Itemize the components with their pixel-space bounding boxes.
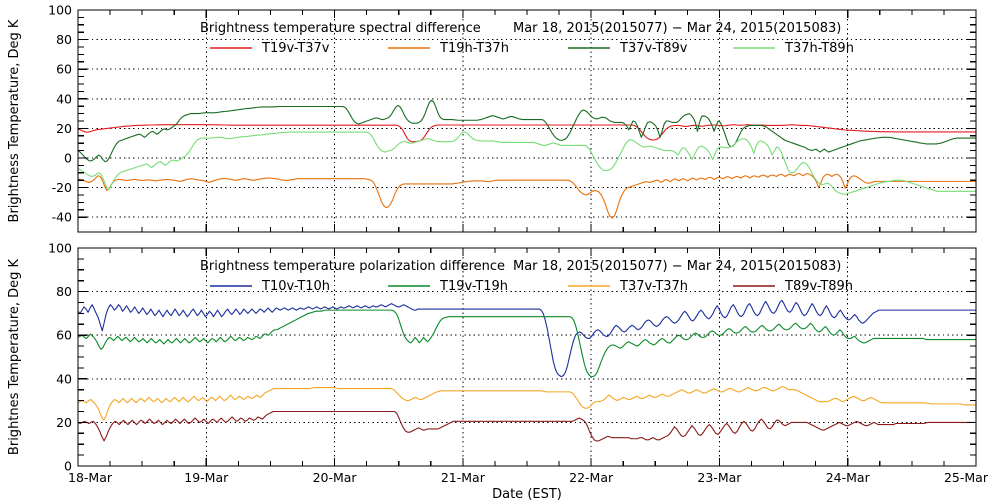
y-tick-label: 40 (56, 371, 72, 386)
series-line-t19v-t19h (77, 309, 977, 378)
x-axis-label: Date (EST) (492, 487, 562, 500)
series-line-t37v-t89v (77, 99, 977, 163)
y-tick-label: 80 (56, 284, 72, 299)
panel-date-range: Mar 18, 2015(2015077) − Mar 24, 2015(201… (513, 21, 841, 36)
legend-label-t10v-t10h: T10v-T10h (261, 279, 330, 294)
panel-date-range: Mar 18, 2015(2015077) − Mar 24, 2015(201… (513, 259, 841, 274)
series-line-t10v-t10h (77, 299, 977, 378)
x-tick-label: 18-Mar (68, 470, 113, 485)
x-tick-label: 24-Mar (826, 470, 871, 485)
series-line-t37v-t37h (77, 385, 977, 421)
legend-label-t37v-t89v: T37v-T89v (619, 41, 688, 56)
x-axis: 18-Mar 19-Mar 20-Mar 21-Mar 22-Mar 23-Mar 24-M… (68, 248, 989, 485)
legend-label-t37h-t89h: T37h-T89h (784, 41, 854, 56)
y-tick-label: -20 (52, 180, 72, 195)
x-tick-label: 22-Mar (569, 470, 614, 485)
y-tick-label: 60 (56, 328, 72, 343)
y-tick-label: 40 (56, 91, 72, 106)
series-line-t89v-t89h (77, 410, 977, 442)
x-tick-label: 23-Mar (697, 470, 742, 485)
y-tick-label: 20 (56, 121, 72, 136)
y-tick-label: 0 (64, 459, 72, 474)
panel-title-group: Brightness temperature polarization diff… (200, 259, 841, 274)
y-tick-label: -40 (52, 210, 72, 225)
y-axis-label: Brightness Temperature, Deg K (7, 19, 22, 222)
legend: T19v-T37v T19h-T37h T37v-T89v T37h-T89h (210, 41, 854, 56)
y-tick-label: 0 (64, 151, 72, 166)
gridlines (78, 10, 976, 232)
chart-panel-bottom: 0 20 40 60 80 100 18-Mar 19-Mar 20-Mar 21-Mar 22-M… (7, 241, 989, 500)
legend-label-t89v-t89h: T89v-T89h (784, 279, 853, 294)
y-axis: 0 20 40 60 80 100 (48, 241, 976, 474)
x-tick-label: 20-Mar (313, 470, 358, 485)
legend-label-t37v-t37h: T37v-T37h (619, 279, 688, 294)
x-tick-label: 21-Mar (441, 470, 486, 485)
legend: T10v-T10h T19v-T19h T37v-T37h T89v-T89h (210, 279, 853, 294)
legend-label-t19h-t37h: T19h-T37h (439, 41, 509, 56)
series-line-t19h-t37h (77, 172, 977, 219)
panel-title-group: Brightness temperature spectral differen… (200, 21, 841, 36)
panel-title: Brightness temperature spectral differen… (200, 21, 481, 36)
y-tick-label: 100 (48, 241, 72, 256)
chart-panel-top: -40 -20 0 20 40 60 80 100 Brightness Temperature… (7, 3, 977, 233)
series-line-t19v-t37v (77, 124, 977, 143)
series-group (77, 99, 977, 219)
series-group (77, 299, 977, 442)
panel-title: Brightness temperature polarization diff… (200, 259, 505, 274)
y-tick-label: 60 (56, 62, 72, 77)
legend-label-t19v-t19h: T19v-T19h (439, 279, 508, 294)
y-tick-label: 20 (56, 415, 72, 430)
series-line-t37h-t89h (77, 131, 977, 195)
legend-label-t19v-t37v: T19v-T37v (261, 41, 330, 56)
y-axis: -40 -20 0 20 40 60 80 100 (48, 3, 976, 225)
y-tick-label: 80 (56, 32, 72, 47)
y-axis-label: Brightnes Temperature, Deg K (7, 258, 22, 455)
x-tick-label: 19-Mar (184, 470, 229, 485)
x-tick-label: 25-Mar (944, 470, 989, 485)
y-tick-label: 100 (48, 3, 72, 18)
x-axis (77, 10, 977, 232)
